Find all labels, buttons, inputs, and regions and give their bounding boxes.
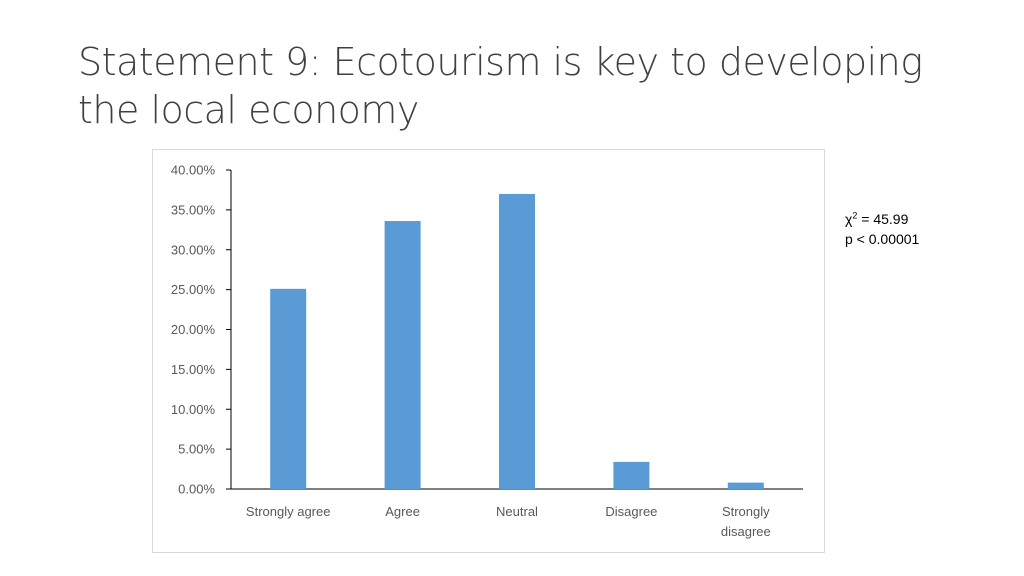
y-tick-label: 15.00% xyxy=(171,362,216,377)
y-tick-label: 20.00% xyxy=(171,322,216,337)
y-tick-label: 35.00% xyxy=(171,202,216,217)
y-tick-label: 0.00% xyxy=(178,482,215,497)
x-category-label-line: disagree xyxy=(721,524,771,539)
slide-title-line-2: the local economy xyxy=(78,88,419,132)
y-tick-label: 30.00% xyxy=(171,242,216,257)
slide-title-line-1: Statement 9: Ecotourism is key to develo… xyxy=(78,40,923,84)
p-value-line: p < 0.00001 xyxy=(845,231,920,247)
x-category-label: Neutral xyxy=(496,504,538,519)
bar-chart: 0.00% 5.00% 10.00% 15.00% 20.00% 25.00% 30.00%… xyxy=(152,149,825,553)
chi-value: = 45.99 xyxy=(857,211,909,227)
y-tick-label: 5.00% xyxy=(178,442,215,457)
x-category-label: Strongly disagree xyxy=(721,504,771,539)
x-category-label: Disagree xyxy=(605,504,657,519)
y-tick-label: 10.00% xyxy=(171,402,216,417)
y-tick-label: 40.00% xyxy=(171,163,216,178)
x-category-label-line: Strongly agree xyxy=(246,504,331,519)
chi-square-line: χ2 = 45.99 xyxy=(845,209,919,229)
bar-chart-svg: 0.00% 5.00% 10.00% 15.00% 20.00% 25.00% 30.00%… xyxy=(171,163,803,539)
bar xyxy=(727,482,764,489)
bar xyxy=(270,288,307,489)
slide-title: Statement 9: Ecotourism is key to develo… xyxy=(78,38,978,134)
chi-symbol: χ xyxy=(845,211,853,227)
bar xyxy=(499,193,535,490)
x-category-label-line: Disagree xyxy=(605,504,657,519)
x-category-label-line: Neutral xyxy=(496,504,538,519)
x-category-label: Strongly agree xyxy=(246,504,331,519)
bar xyxy=(613,461,650,489)
x-category-label: Agree xyxy=(385,504,420,519)
bar xyxy=(384,221,421,489)
y-tick-label: 25.00% xyxy=(171,282,216,297)
x-category-label-line: Strongly xyxy=(722,504,770,519)
chi-square-stats: χ2 = 45.99 p < 0.00001 xyxy=(845,209,919,249)
chi-power: 2 xyxy=(852,210,858,221)
x-category-label-line: Agree xyxy=(385,504,420,519)
